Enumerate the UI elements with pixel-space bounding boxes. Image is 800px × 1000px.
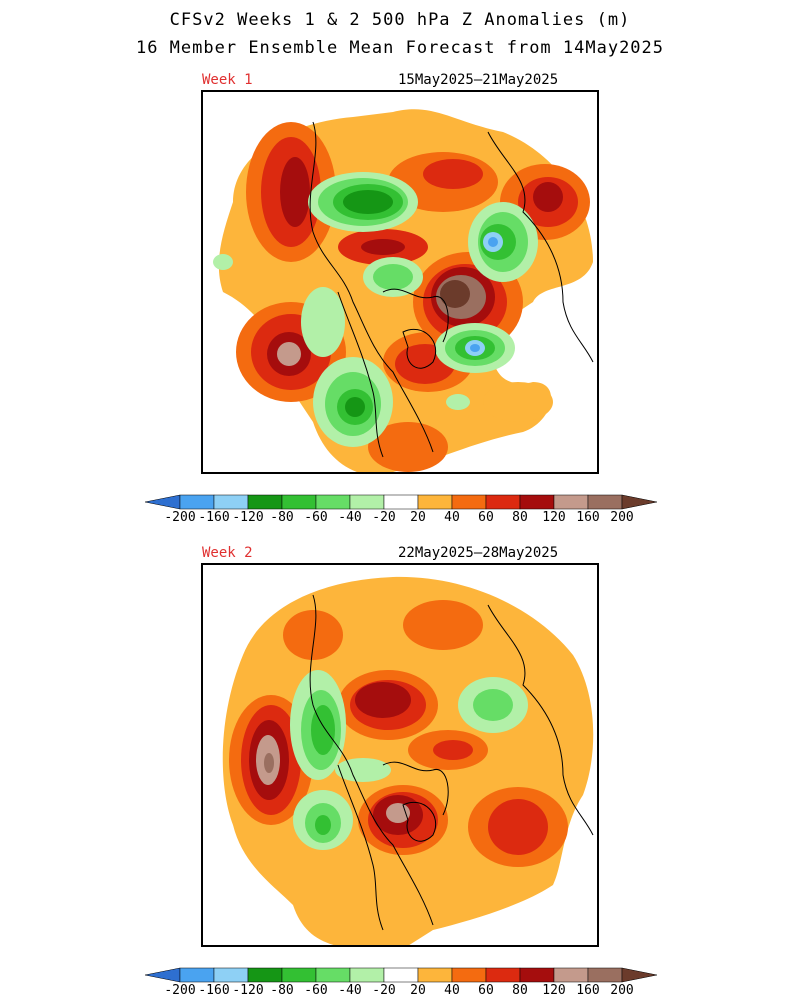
colorbar-swatch bbox=[519, 967, 555, 983]
colorbar-swatch bbox=[349, 967, 385, 983]
colorbar-swatch bbox=[417, 967, 453, 983]
colorbar-swatch bbox=[383, 967, 419, 983]
colorbar-swatch bbox=[213, 494, 249, 510]
colorbar-swatch bbox=[485, 967, 521, 983]
colorbar-tick-label: 120 bbox=[542, 510, 566, 525]
colorbar-swatch bbox=[451, 494, 487, 510]
week2-negative-anomalies bbox=[290, 670, 528, 850]
colorbar-swatch bbox=[587, 494, 623, 510]
week2-map bbox=[201, 563, 599, 947]
colorbar-swatch bbox=[587, 967, 623, 983]
colorbar-week1 bbox=[144, 494, 658, 510]
colorbar-swatch bbox=[213, 967, 249, 983]
colorbar-arrow-high bbox=[621, 967, 658, 983]
colorbar-swatch bbox=[247, 967, 283, 983]
colorbar-tick-label: -160 bbox=[198, 983, 230, 998]
colorbar-swatch bbox=[553, 494, 589, 510]
colorbar-tick-label: 200 bbox=[610, 510, 634, 525]
colorbar-tick-label: -200 bbox=[164, 510, 196, 525]
colorbar-swatch bbox=[315, 494, 351, 510]
colorbar-week2 bbox=[144, 967, 658, 983]
colorbar-tick-label: 40 bbox=[444, 983, 460, 998]
colorbar-swatch bbox=[553, 967, 589, 983]
week2-anomaly-field bbox=[222, 576, 594, 945]
colorbar-tick-label: 160 bbox=[576, 510, 600, 525]
colorbar-swatch bbox=[179, 494, 215, 510]
colorbar-tick-label: 60 bbox=[478, 983, 494, 998]
colorbar-swatch bbox=[281, 967, 317, 983]
panel1-date-range: 15May2025–21May2025 bbox=[398, 72, 559, 88]
colorbar-swatch bbox=[519, 494, 555, 510]
colorbar-swatch bbox=[315, 967, 351, 983]
chart-title: CFSv2 Weeks 1 & 2 500 hPa Z Anomalies (m… bbox=[169, 10, 631, 30]
week2-positive-anomalies bbox=[222, 576, 594, 945]
colorbar-tick-label: 40 bbox=[444, 510, 460, 525]
colorbar-swatch bbox=[179, 967, 215, 983]
colorbar-tick-label: -80 bbox=[270, 510, 294, 525]
week1-anomaly-field bbox=[213, 109, 594, 472]
chart-subtitle: 16 Member Ensemble Mean Forecast from 14… bbox=[135, 38, 665, 58]
colorbar-tick-label: 80 bbox=[512, 510, 528, 525]
colorbar-swatch bbox=[417, 494, 453, 510]
week1-coastlines bbox=[309, 121, 594, 458]
colorbar-arrow-low bbox=[144, 494, 181, 510]
colorbar-arrow-high bbox=[621, 494, 658, 510]
colorbar-tick-label: 20 bbox=[410, 983, 426, 998]
colorbar-swatch bbox=[349, 494, 385, 510]
colorbar-tick-label: 60 bbox=[478, 510, 494, 525]
colorbar-swatch bbox=[485, 494, 521, 510]
colorbar-tick-label: -20 bbox=[372, 983, 396, 998]
colorbar-tick-label: -120 bbox=[232, 510, 264, 525]
colorbar-tick-label: -160 bbox=[198, 510, 230, 525]
colorbar-swatch bbox=[451, 967, 487, 983]
colorbar-arrow-low bbox=[144, 967, 181, 983]
panel1-week-label: Week 1 bbox=[202, 72, 253, 88]
colorbar-tick-label: 200 bbox=[610, 983, 634, 998]
colorbar-tick-label: -60 bbox=[304, 510, 328, 525]
colorbar-tick-label: -200 bbox=[164, 983, 196, 998]
colorbar-swatch bbox=[383, 494, 419, 510]
colorbar-tick-label: -80 bbox=[270, 983, 294, 998]
colorbar-tick-label: -20 bbox=[372, 510, 396, 525]
colorbar-tick-label: 20 bbox=[410, 510, 426, 525]
colorbar-tick-label: 80 bbox=[512, 983, 528, 998]
colorbar-tick-label: -120 bbox=[232, 983, 264, 998]
week2-coastlines bbox=[309, 594, 594, 931]
colorbar-tick-label: -40 bbox=[338, 983, 362, 998]
week1-negative-anomalies bbox=[213, 172, 538, 447]
colorbar-tick-label: 120 bbox=[542, 983, 566, 998]
panel2-week-label: Week 2 bbox=[202, 545, 253, 561]
colorbar-swatch bbox=[281, 494, 317, 510]
colorbar-swatch bbox=[247, 494, 283, 510]
week1-map bbox=[201, 90, 599, 474]
colorbar-tick-label: -60 bbox=[304, 983, 328, 998]
panel2-date-range: 22May2025–28May2025 bbox=[398, 545, 559, 561]
colorbar-tick-label: 160 bbox=[576, 983, 600, 998]
colorbar-tick-label: -40 bbox=[338, 510, 362, 525]
